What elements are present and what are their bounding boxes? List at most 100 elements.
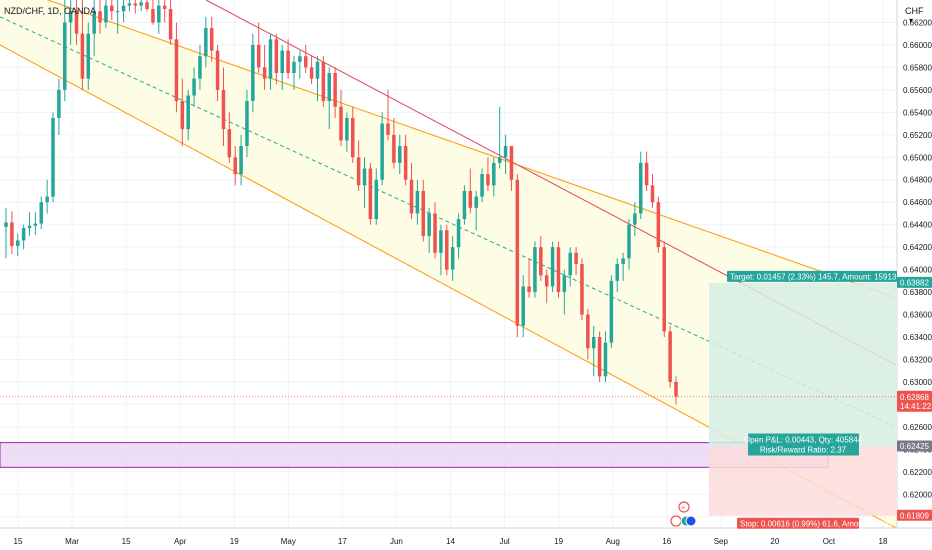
- candle-body: [656, 202, 661, 248]
- candle-body: [521, 286, 525, 326]
- y-tick-label: 0.66000: [903, 41, 932, 50]
- candle-body: [368, 168, 373, 220]
- candle-body: [251, 44, 255, 102]
- candle-body: [480, 174, 484, 197]
- stop-label-bg: [737, 517, 859, 529]
- candle-body: [51, 117, 55, 197]
- candle-body: [327, 73, 332, 102]
- target-label-text: Target: 0.01457 (2.33%) 145.7, Amount: 1…: [730, 272, 908, 281]
- x-tick-label: Aug: [606, 537, 620, 546]
- candle-body: [145, 2, 149, 9]
- candle-body: [539, 247, 543, 276]
- candle-body: [57, 89, 61, 118]
- candle-body: [562, 275, 567, 293]
- candle-body: [456, 219, 461, 248]
- candle-body: [333, 73, 337, 107]
- candle-body: [527, 286, 531, 293]
- candle-body: [650, 185, 655, 203]
- candle-body: [39, 202, 44, 224]
- event-news-icon[interactable]: [685, 515, 697, 527]
- candle-body: [486, 174, 490, 186]
- currency-label[interactable]: CHF: [905, 6, 924, 16]
- candle-body: [80, 33, 85, 79]
- candle-body: [356, 157, 361, 186]
- event-flag-icon[interactable]: [670, 515, 682, 527]
- support-zone-layer: [0, 442, 829, 468]
- x-tick-label: 15: [122, 537, 131, 546]
- candle-body: [380, 123, 384, 180]
- candle-body: [204, 28, 208, 57]
- y-tick-label: 0.63200: [903, 355, 932, 364]
- candle-body: [4, 222, 8, 227]
- candle-body: [415, 190, 420, 214]
- candle-body: [556, 247, 561, 293]
- candles-layer: [4, 0, 678, 405]
- candle-body: [151, 8, 155, 23]
- candle-body: [268, 39, 273, 79]
- pnl-label: [748, 433, 859, 456]
- candle-body: [574, 252, 578, 264]
- candle-body: [403, 146, 408, 180]
- price-entry-tag-text: 0.62425: [900, 442, 929, 451]
- y-tick-label: 0.65600: [903, 86, 932, 95]
- y-tick-label: 0.64200: [903, 243, 932, 252]
- y-tick-label: 0.65400: [903, 108, 932, 117]
- candle-body: [174, 39, 179, 102]
- candle-body: [45, 196, 49, 203]
- x-tick-label: 15: [14, 537, 23, 546]
- candle-body: [74, 11, 79, 34]
- candle-body: [262, 67, 267, 79]
- y-tick-label: 0.66200: [903, 18, 932, 27]
- candle-body: [392, 134, 396, 163]
- candle-body: [350, 117, 355, 158]
- price-stop-tag-bg: [897, 509, 932, 521]
- price-entry-tag: 0.62425: [897, 440, 932, 452]
- candle-body: [21, 228, 26, 241]
- y-tick-label: 0.62200: [903, 468, 932, 477]
- rr-text: Risk/Reward Ratio: 2.37: [760, 446, 847, 455]
- candle-body: [256, 44, 261, 68]
- candle-body: [198, 56, 202, 79]
- event-dividend-icon[interactable]: [678, 501, 690, 513]
- target-zone[interactable]: [709, 282, 896, 447]
- candle-body: [180, 101, 185, 130]
- candle-body: [315, 61, 320, 79]
- candle-body: [439, 230, 443, 253]
- pnl-label-bg: [748, 433, 859, 456]
- stop-zone[interactable]: [709, 446, 896, 516]
- candle-body: [162, 5, 167, 9]
- candle-body: [104, 5, 108, 23]
- long-position-layer[interactable]: [0, 282, 896, 516]
- candle-body: [515, 179, 520, 326]
- candle-body: [503, 146, 508, 158]
- candle-body: [374, 179, 379, 220]
- support-zone-box[interactable]: [0, 442, 829, 468]
- currency-dropdown-icon[interactable]: ▾: [909, 16, 913, 25]
- candle-body: [274, 39, 279, 74]
- candle-body: [309, 67, 314, 79]
- x-tick-label: 19: [230, 537, 239, 546]
- x-tick-label: Jun: [390, 537, 403, 546]
- candle-body: [133, 3, 138, 6]
- pnl-text: Open P&L: 0.00443, Qty: 405844: [744, 436, 863, 445]
- candle-body: [286, 50, 290, 74]
- candle-body: [421, 190, 426, 236]
- candle-body: [215, 50, 220, 90]
- candle-body: [409, 179, 414, 214]
- candle-body: [227, 129, 232, 158]
- candle-body: [398, 146, 402, 163]
- x-tick-label: 19: [554, 537, 563, 546]
- x-tick-label: May: [281, 537, 296, 546]
- event-plus-glyph: +: [681, 505, 685, 512]
- price-entry-tag-bg: [897, 440, 932, 452]
- candle-body: [345, 117, 349, 141]
- candle-body: [98, 11, 102, 23]
- candle-body: [586, 314, 590, 349]
- candle-body: [115, 11, 120, 13]
- y-tick-label: 0.65200: [903, 131, 932, 140]
- candle-body: [209, 28, 214, 51]
- candle-body: [492, 162, 496, 186]
- candle-body: [339, 106, 343, 141]
- event-icons[interactable]: +: [670, 501, 697, 527]
